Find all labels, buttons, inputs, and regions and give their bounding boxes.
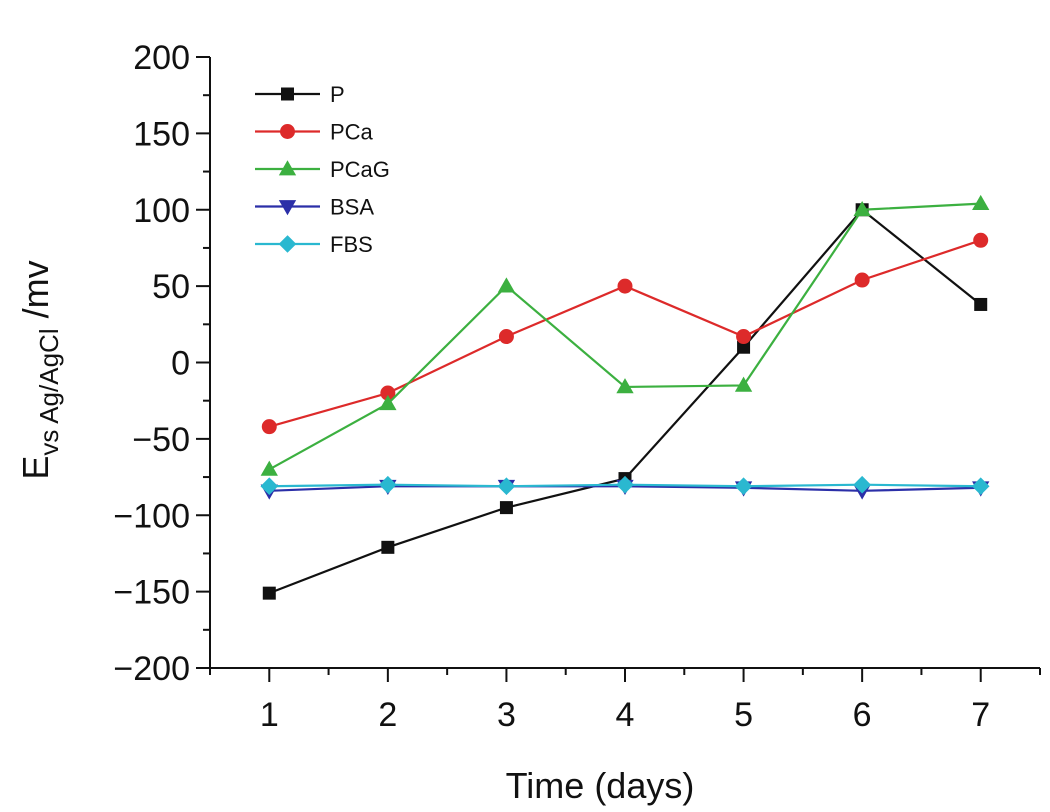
y-tick-label: 200 — [133, 39, 190, 77]
x-tick-label: 5 — [734, 696, 753, 734]
legend-item-p: P — [255, 82, 345, 107]
y-tick-label: 150 — [133, 115, 190, 153]
legend-item-bsa: BSA — [255, 195, 374, 220]
data-point-pcag — [616, 378, 634, 394]
data-point-pca — [617, 278, 633, 294]
series-line-pca — [268, 239, 982, 428]
legend-marker — [278, 160, 297, 176]
y-axis-label: Evs Ag/AgCl /mv — [15, 260, 64, 479]
series-line-p — [268, 208, 982, 595]
x-tick-label: 1 — [260, 696, 279, 734]
x-tick-label: 6 — [853, 696, 872, 734]
legend-item-fbs: FBS — [255, 232, 373, 257]
y-tick-label: 0 — [171, 345, 190, 383]
series-layer — [260, 194, 990, 600]
data-point-pcag — [734, 376, 753, 392]
data-point-pca — [261, 419, 277, 435]
legend-label: P — [330, 82, 345, 107]
data-point-pcag — [972, 194, 990, 210]
legend-item-pcag: PCaG — [255, 157, 390, 182]
y-tick-label: −50 — [132, 421, 190, 459]
y-tick-label: 100 — [133, 192, 190, 230]
series-p — [262, 203, 988, 600]
data-point-pca — [854, 272, 870, 288]
legend-marker — [278, 200, 297, 216]
legend-item-pca: PCa — [255, 120, 374, 145]
y-tick-label: −200 — [113, 650, 190, 688]
legend-marker — [280, 124, 295, 139]
y-axis-label-suffix: /mv — [15, 260, 56, 328]
series-pcag — [260, 194, 990, 476]
legend-label: FBS — [330, 232, 373, 257]
data-point-fbs — [497, 477, 516, 496]
y-tick-label: −150 — [113, 574, 190, 612]
legend: P PCa PCaG BSA FBS — [255, 82, 390, 257]
legend-label: BSA — [330, 195, 374, 220]
legend-label: PCa — [330, 120, 374, 145]
legend-marker — [278, 235, 297, 253]
legend-marker — [281, 87, 294, 101]
x-ticks: 1 2 3 4 5 6 7 — [209, 668, 1041, 734]
y-tick-label: 50 — [152, 268, 190, 306]
series-pca — [261, 232, 989, 435]
data-point-fbs — [616, 475, 634, 494]
y-axis-label-subscript: vs Ag/AgCl — [34, 328, 64, 455]
y-tick-label: −100 — [113, 497, 190, 535]
data-point-pca — [498, 329, 514, 345]
axes — [209, 57, 1040, 669]
data-point-pca — [973, 232, 989, 248]
data-point-pca — [736, 329, 752, 345]
data-point-pcag — [497, 277, 516, 293]
x-tick-label: 4 — [616, 696, 635, 734]
x-tick-label: 3 — [497, 696, 516, 734]
data-point-fbs — [853, 475, 871, 494]
data-point-fbs — [260, 477, 279, 496]
series-line-pcag — [268, 202, 981, 471]
data-point-p — [262, 586, 276, 600]
legend-label: PCaG — [330, 157, 390, 182]
x-tick-label: 7 — [971, 696, 990, 734]
y-axis-label-base: E — [15, 456, 56, 480]
data-point-p — [499, 501, 513, 515]
y-ticks: −200 −150 −100 −50 0 50 100 150 200 — [113, 39, 210, 688]
data-point-p — [974, 297, 988, 311]
data-point-pcag — [260, 460, 278, 476]
series-fbs — [260, 475, 990, 496]
data-point-fbs — [379, 475, 397, 494]
data-point-pcag — [379, 394, 397, 411]
data-point-p — [381, 540, 395, 554]
x-axis-label: Time (days) — [506, 765, 695, 806]
data-point-pcag — [853, 200, 871, 217]
data-point-fbs — [734, 477, 753, 496]
x-tick-label: 2 — [378, 696, 397, 734]
data-point-fbs — [971, 477, 990, 496]
